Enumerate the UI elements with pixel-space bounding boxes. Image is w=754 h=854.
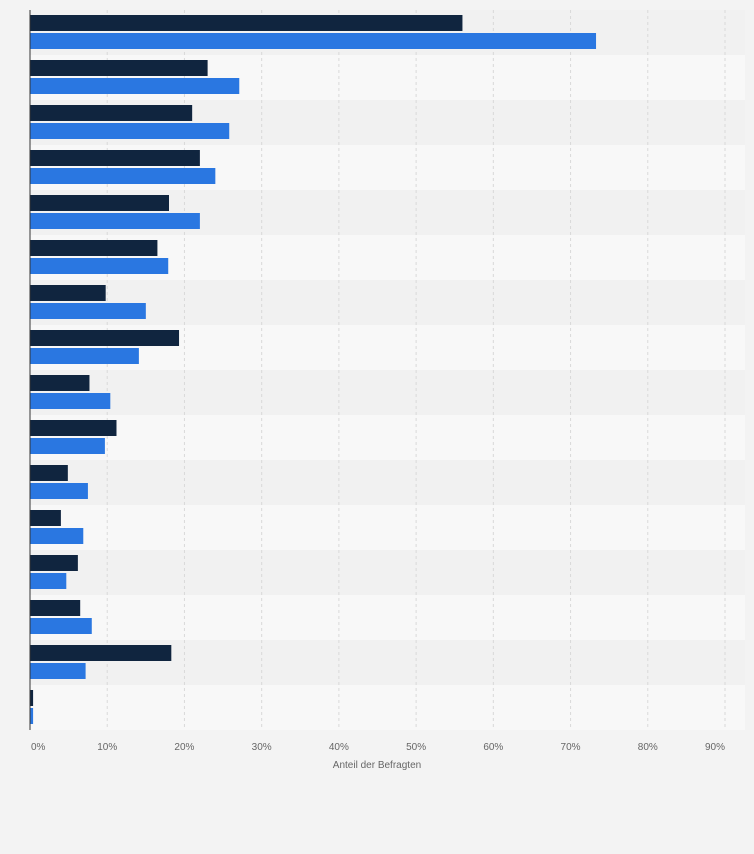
row-band — [30, 460, 745, 505]
bar-series-1 — [30, 690, 34, 706]
x-tick-label: 30% — [252, 742, 272, 753]
row-band — [30, 685, 745, 730]
bar-series-1 — [30, 15, 463, 31]
row-band — [30, 595, 745, 640]
bar-series-2 — [30, 258, 169, 274]
bar-series-1 — [30, 555, 78, 571]
bar-series-1 — [30, 150, 200, 166]
bar-series-2 — [30, 123, 230, 139]
bar-series-2 — [30, 348, 139, 364]
bar-series-2 — [30, 303, 146, 319]
bar-series-1 — [30, 465, 68, 481]
x-axis-ticks: 0% 10% 20% 30% 40% 50% 60% 70% 80% 90% — [31, 742, 725, 753]
bar-series-1 — [30, 285, 106, 301]
x-tick-label: 70% — [561, 742, 581, 753]
x-tick-label: 50% — [406, 742, 426, 753]
bar-series-1 — [30, 420, 117, 436]
bar-series-2 — [30, 663, 86, 679]
gridlines — [106, 10, 726, 730]
x-tick-label: 0% — [31, 742, 46, 753]
bar-series-1 — [30, 600, 81, 616]
bar-series-2 — [30, 618, 92, 634]
x-tick-label: 90% — [705, 742, 725, 753]
bar-series-1 — [30, 240, 158, 256]
x-axis-label: Anteil der Befragten — [333, 760, 421, 771]
bar-series-2 — [30, 528, 84, 544]
bar-series-2 — [30, 483, 88, 499]
x-tick-label: 80% — [638, 742, 658, 753]
x-tick-label: 40% — [329, 742, 349, 753]
row-band — [30, 505, 745, 550]
bars — [30, 15, 597, 724]
row-band — [30, 550, 745, 595]
bar-series-2 — [30, 708, 34, 724]
bar-series-2 — [30, 438, 105, 454]
bar-series-1 — [30, 375, 90, 391]
x-tick-label: 10% — [97, 742, 117, 753]
row-band — [30, 280, 745, 325]
bar-series-2 — [30, 393, 111, 409]
x-tick-label: 20% — [174, 742, 194, 753]
bar-series-1 — [30, 105, 193, 121]
row-band — [30, 415, 745, 460]
bar-series-1 — [30, 60, 208, 76]
row-bands — [30, 10, 745, 730]
bar-series-2 — [30, 78, 240, 94]
row-band — [30, 370, 745, 415]
bar-series-2 — [30, 33, 597, 49]
bar-series-1 — [30, 645, 172, 661]
bar-series-2 — [30, 168, 216, 184]
bar-series-1 — [30, 330, 180, 346]
bar-series-2 — [30, 573, 67, 589]
bar-series-1 — [30, 195, 169, 211]
x-tick-label: 60% — [483, 742, 503, 753]
bar-series-1 — [30, 510, 61, 526]
bar-series-2 — [30, 213, 200, 229]
